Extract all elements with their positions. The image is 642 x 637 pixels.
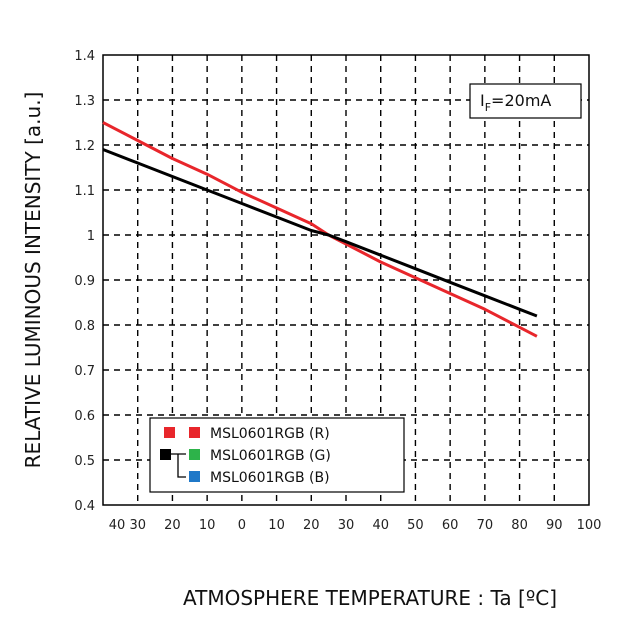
x-tick-label: 20 — [164, 518, 181, 533]
legend-marker-r-black-side — [164, 427, 175, 438]
legend-label-r: MSL0601RGB (R) — [210, 426, 330, 442]
y-tick-label: 0.5 — [74, 454, 95, 469]
x-tick-label: 10 — [268, 518, 285, 533]
y-tick-label: 0.9 — [74, 274, 95, 289]
x-tick-label: 80 — [511, 518, 528, 533]
x-tick-label: 70 — [477, 518, 494, 533]
y-tick-label: 1.1 — [74, 184, 95, 199]
y-axis-title: RELATIVE LUMINOUS INTENSITY [a.u.] — [21, 92, 45, 469]
x-tick-label: 60 — [442, 518, 459, 533]
x-tick-label: 30 — [129, 518, 146, 533]
condition-box: IF=20mA — [469, 83, 582, 119]
legend-marker-b — [189, 471, 200, 482]
x-tick-label: 0 — [238, 518, 246, 533]
legend-marker-gb-black — [160, 449, 171, 460]
y-tick-labels: 0.4 0.5 0.6 0.7 0.8 0.9 1 1.1 1.2 1.3 1.4 — [74, 49, 95, 514]
legend: MSL0601RGB (R) MSL0601RGB (G) MSL0601RGB… — [149, 417, 405, 493]
condition-suffix: =20mA — [491, 91, 551, 110]
x-tick-label: 90 — [546, 518, 563, 533]
condition-prefix: I — [480, 91, 485, 110]
y-tick-label: 1 — [87, 229, 95, 244]
series-line-1 — [102, 148, 538, 318]
x-tick-labels: 40 30 20 10 0 10 20 30 40 50 60 70 80 90 100 — [109, 518, 602, 533]
x-tick-label: 10 — [199, 518, 216, 533]
y-tick-label: 1.2 — [74, 139, 95, 154]
x-tick-label: 40 — [372, 518, 389, 533]
legend-bracket — [171, 453, 186, 478]
y-tick-label: 0.4 — [74, 499, 95, 514]
x-tick-label: 50 — [407, 518, 424, 533]
condition-subscript: F — [485, 101, 491, 114]
x-tick-label: 30 — [338, 518, 355, 533]
legend-label-b: MSL0601RGB (B) — [210, 470, 330, 486]
x-tick-label: 100 — [577, 518, 602, 533]
y-tick-label: 0.8 — [74, 319, 95, 334]
y-tick-label: 1.3 — [74, 94, 95, 109]
y-tick-label: 1.4 — [74, 49, 95, 64]
x-axis-title: ATMOSPHERE TEMPERATURE : Ta [ºC] — [183, 586, 557, 610]
y-tick-label: 0.7 — [74, 364, 95, 379]
x-tick-label: 40 — [109, 518, 126, 533]
x-tick-label: 20 — [303, 518, 320, 533]
plot-frame — [102, 54, 590, 506]
legend-label-g: MSL0601RGB (G) — [210, 448, 331, 464]
legend-marker-g — [189, 449, 200, 460]
series-layer — [102, 121, 538, 338]
y-tick-label: 0.6 — [74, 409, 95, 424]
condition-label: IF=20mA — [480, 91, 551, 114]
legend-marker-r — [189, 427, 200, 438]
series-line-0 — [102, 121, 538, 338]
